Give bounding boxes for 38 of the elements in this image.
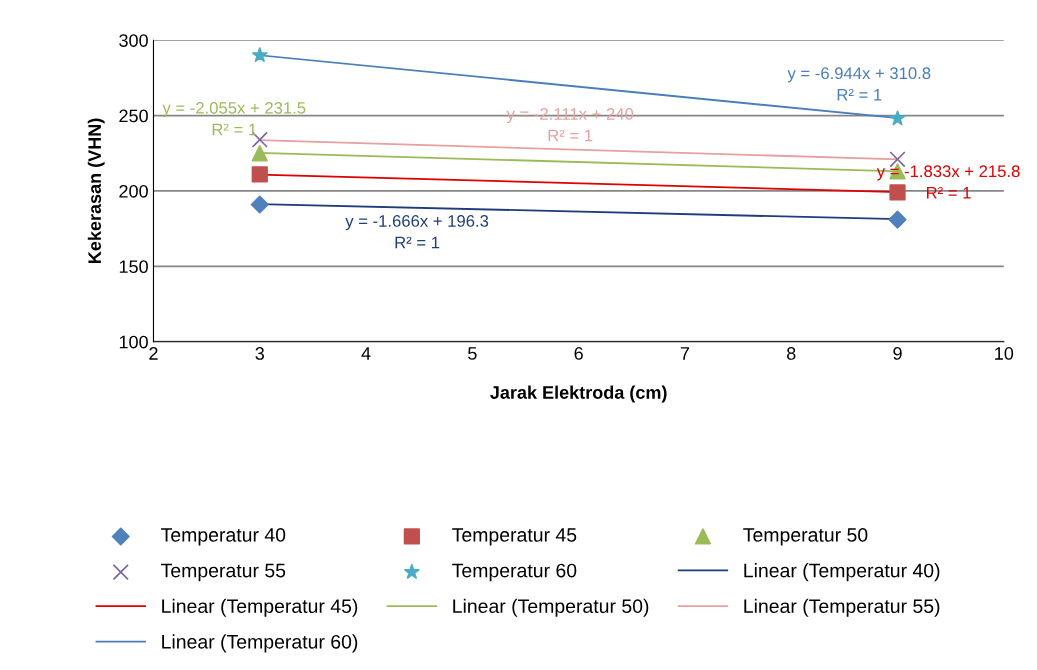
annotation: y = -2.055x + 231.5 R² = 1 [162,101,306,136]
point [252,47,268,63]
point [250,195,269,214]
x-tick-label: 4 [361,347,371,360]
x-tick-label: 2 [149,347,158,360]
x-tick-label: 7 [680,347,690,360]
x-tick-label: 5 [468,347,477,360]
y-tick-label: 200 [119,184,148,198]
point [889,151,906,168]
x-tick-label: 10 [995,347,1014,360]
point [889,184,906,201]
x-tick-label: 3 [255,347,264,360]
annotation: y = -1.833x + 215.8 R² = 1 [876,165,1020,199]
legend-label: Linear (Temperatur 60) [162,634,358,653]
legend-label: Linear (Temperatur 45) [162,598,358,617]
legend-label: Linear (Temperatur 55) [744,598,940,617]
y-tick-label: 300 [119,34,148,47]
point [251,166,268,183]
point [251,145,268,162]
y-tick-label: 250 [119,109,148,123]
y-tick-label: 150 [119,260,148,274]
point [889,110,906,126]
x-tick-label: 9 [893,347,902,360]
legend-label: Temperatur 60 [452,563,577,582]
point [888,210,907,229]
legend-label: Temperatur 40 [161,528,286,546]
x-axis-title: Jarak Elektroda (cm) [490,385,667,403]
y-tick-label: 100 [119,335,148,349]
x-tick-label: 8 [786,347,796,360]
y-axis-title: Kekerasan (VHN) [87,118,105,263]
legend-label: Temperatur 45 [452,528,577,546]
legend-label: Linear (Temperatur 50) [453,598,649,617]
legend-label: Temperatur 50 [743,528,868,546]
annotation: y = -1.666x + 196.3 R² = 1 [345,215,489,249]
legend-label: Linear (Temperatur 40) [744,563,940,582]
x-tick-label: 6 [574,347,583,360]
annotation: y = -6.944x + 310.8 R² = 1 [787,67,931,101]
legend-label: Temperatur 55 [161,563,286,582]
